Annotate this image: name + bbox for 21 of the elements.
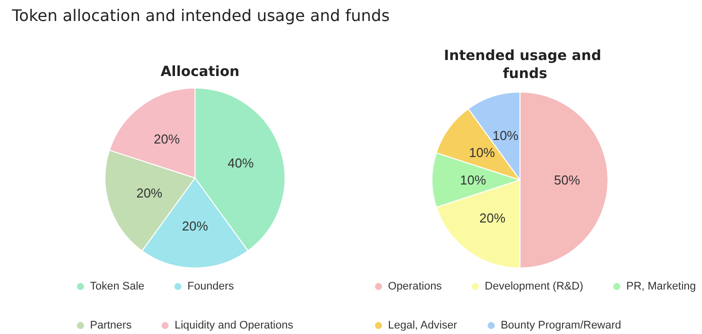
- chart-title: Token allocation and intended usage and funds: [12, 6, 390, 25]
- data-label: 50%: [554, 172, 580, 188]
- data-label: 20%: [136, 185, 163, 200]
- chart-subtitle: Allocation: [160, 64, 240, 80]
- legend-label: Operations: [388, 280, 442, 292]
- data-label: 10%: [468, 144, 496, 160]
- legend-label: PR, Marketing: [626, 280, 696, 292]
- legend-label: Founders: [187, 280, 234, 292]
- legend-label: Legal, Adviser: [388, 320, 458, 332]
- data-label: 20%: [182, 218, 208, 234]
- legend-label: Liquidity and Operations: [174, 320, 294, 332]
- data-label: 10%: [492, 128, 519, 143]
- data-label: 40%: [228, 156, 254, 171]
- chart-title: Intended usage and funds: [444, 48, 606, 82]
- data-label: 20%: [479, 210, 506, 226]
- data-label: 10%: [460, 172, 486, 188]
- data-label: 20%: [154, 132, 180, 147]
- legend-label: Partners: [90, 320, 132, 332]
- legend-label: Bounty Program/Reward: [500, 320, 622, 332]
- legend-label: Development (R&D): [484, 280, 584, 292]
- legend-label: Token Sale: [90, 280, 144, 292]
